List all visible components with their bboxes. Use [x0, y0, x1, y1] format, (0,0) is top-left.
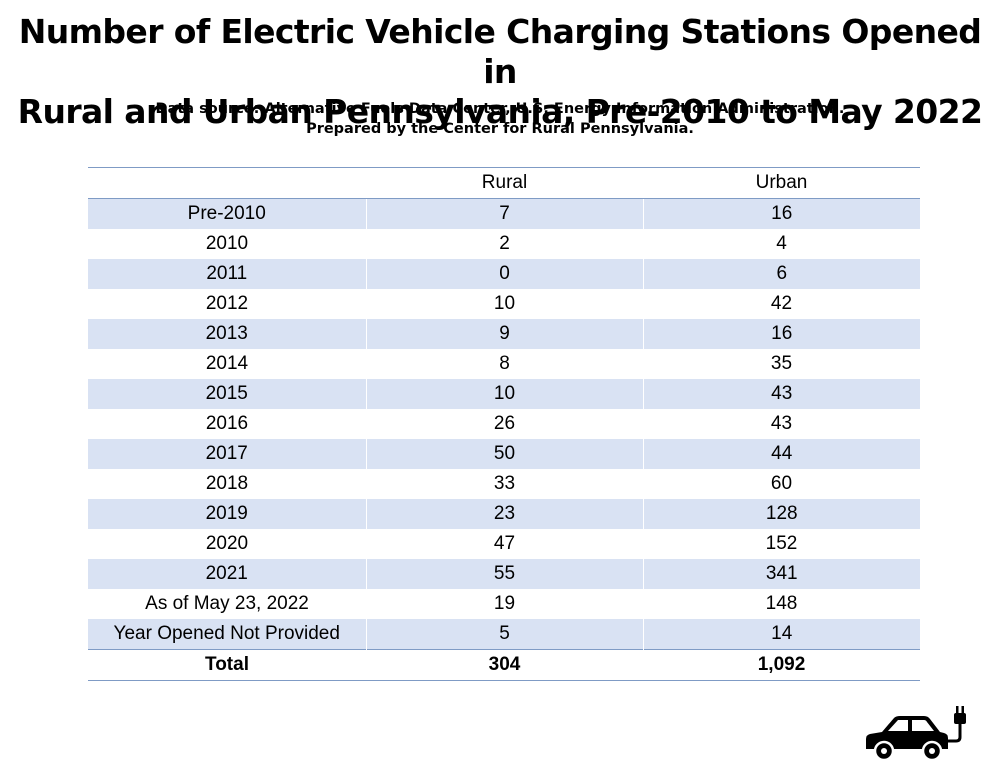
- urban-value-cell: 128: [642, 499, 920, 529]
- rural-value-cell: 23: [365, 499, 643, 529]
- total-urban-cell: 1,092: [643, 649, 920, 681]
- rural-value-cell: 7: [365, 198, 643, 229]
- row-label-cell: 2021: [88, 559, 366, 589]
- table-row: Year Opened Not Provided 5 14: [88, 619, 920, 650]
- rural-value-cell: 8: [499, 353, 510, 374]
- total-row: Total 304 1,092: [88, 649, 920, 681]
- rural-value-cell: 19: [493, 593, 516, 614]
- rural-value-cell: 33: [493, 473, 516, 494]
- urban-value-cell: 152: [765, 533, 798, 554]
- table-row: 2014 8 35: [88, 349, 920, 379]
- table-row: As of May 23, 2022 19 148: [88, 589, 920, 619]
- chart-subtitle: Data source: Alternative Fuels Data Cent…: [0, 99, 1000, 139]
- table-row: 2015 10 43: [88, 379, 920, 409]
- total-rural-cell: 304: [366, 649, 643, 681]
- rural-value-cell: 10: [493, 293, 516, 314]
- chart-title-line-2: Rural and Urban Pennsylvania, Pre-2010 t…: [17, 92, 983, 131]
- rural-value-cell: 50: [365, 439, 643, 469]
- table-row: 2020 47 152: [88, 529, 920, 559]
- rural-value-cell: 9: [365, 319, 643, 349]
- row-label-cell: 2013: [88, 319, 366, 349]
- table-body: Pre-2010 7 16 2010 2 4 2011 0 6 2012 10 42 2013 9 16 20…: [88, 198, 920, 681]
- table-row: 2012 10 42: [88, 289, 920, 319]
- table-row: 2021 55 341: [88, 559, 920, 589]
- rural-value-cell: 55: [365, 559, 643, 589]
- column-header-rural: Rural: [481, 172, 528, 193]
- column-header-urban: Urban: [755, 172, 808, 193]
- total-label-cell: Total: [88, 649, 366, 681]
- chart-title-line-1: Number of Electric Vehicle Charging Stat…: [18, 12, 982, 91]
- rural-value-cell: 2: [499, 233, 510, 254]
- table-row: Pre-2010 7 16: [88, 198, 920, 229]
- urban-value-cell: 42: [770, 293, 793, 314]
- urban-value-cell: 341: [642, 559, 920, 589]
- urban-value-cell: 43: [642, 379, 920, 409]
- table-header-row: Rural Urban: [88, 167, 920, 199]
- row-label-cell: 2015: [88, 379, 366, 409]
- urban-value-cell: 16: [642, 198, 920, 229]
- data-source-note: Data source: Alternative Fuels Data Cent…: [155, 101, 845, 117]
- prepared-by-note: Prepared by the Center for Rural Pennsyl…: [306, 121, 694, 137]
- table-row: 2017 50 44: [88, 439, 920, 469]
- urban-value-cell: 16: [642, 319, 920, 349]
- table-row: 2019 23 128: [88, 499, 920, 529]
- row-label-cell: 2018: [205, 473, 249, 494]
- table-row: 2011 0 6: [88, 259, 920, 289]
- rural-value-cell: 47: [493, 533, 516, 554]
- row-label-cell: 2012: [205, 293, 249, 314]
- rural-value-cell: 10: [365, 379, 643, 409]
- row-label-cell: 2017: [88, 439, 366, 469]
- row-label-cell: Year Opened Not Provided: [88, 619, 366, 650]
- urban-value-cell: 60: [770, 473, 793, 494]
- row-label-cell: 2016: [205, 413, 249, 434]
- table-row: 2018 33 60: [88, 469, 920, 499]
- data-table-container: Rural Urban Pre-2010 7 16 2010 2 4 2011 0 6 2012 1…: [88, 167, 920, 681]
- urban-value-cell: 6: [642, 259, 920, 289]
- column-header-year: [88, 168, 366, 199]
- urban-value-cell: 4: [776, 233, 787, 254]
- urban-value-cell: 148: [765, 593, 798, 614]
- urban-value-cell: 44: [642, 439, 920, 469]
- ev-car-plug-icon: [866, 706, 966, 762]
- row-label-cell: 2011: [88, 259, 366, 289]
- table-row: 2013 9 16: [88, 319, 920, 349]
- charging-stations-table: Rural Urban Pre-2010 7 16 2010 2 4 2011 0 6 2012 1…: [88, 167, 920, 681]
- rural-value-cell: 26: [493, 413, 516, 434]
- urban-value-cell: 43: [770, 413, 793, 434]
- row-label-cell: As of May 23, 2022: [145, 593, 309, 614]
- urban-value-cell: 14: [642, 619, 920, 650]
- row-label-cell: 2020: [205, 533, 249, 554]
- rural-value-cell: 0: [365, 259, 643, 289]
- row-label-cell: 2019: [88, 499, 366, 529]
- urban-value-cell: 35: [770, 353, 793, 374]
- row-label-cell: 2014: [205, 353, 249, 374]
- rural-value-cell: 5: [365, 619, 643, 650]
- chart-title: Number of Electric Vehicle Charging Stat…: [0, 12, 1000, 132]
- row-label-cell: Pre-2010: [88, 198, 366, 229]
- table-row: 2010 2 4: [88, 229, 920, 259]
- row-label-cell: 2010: [205, 233, 249, 254]
- table-row: 2016 26 43: [88, 409, 920, 439]
